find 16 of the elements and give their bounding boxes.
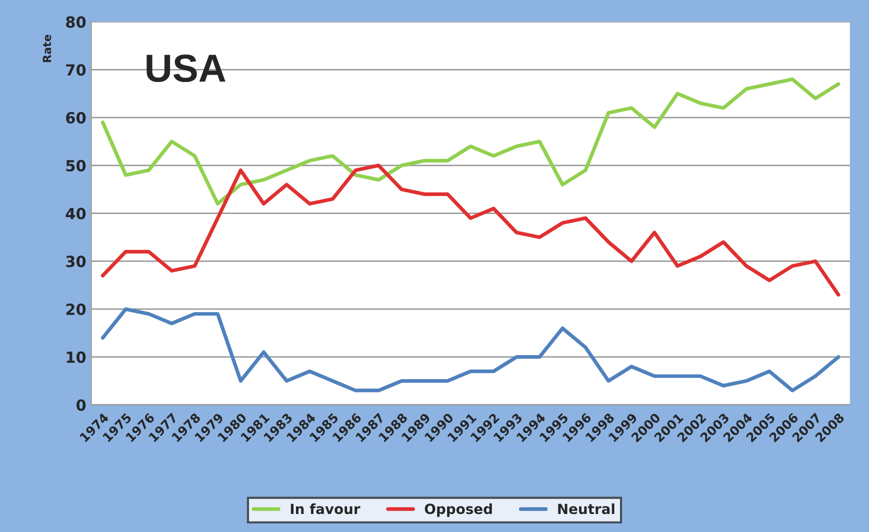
legend-label: Opposed: [424, 503, 492, 517]
y-tick-label: 80: [66, 16, 86, 28]
y-tick-label: 40: [66, 208, 86, 220]
y-tick-label: 10: [66, 351, 86, 363]
text: USA: [146, 54, 226, 82]
y-tick-label: 50: [66, 160, 86, 172]
legend-label: In favour: [290, 503, 360, 514]
line-series: [100, 164, 840, 297]
y-axis-title: Rate: [42, 34, 52, 62]
y-tick-label: 30: [66, 256, 86, 268]
legend-label: Neutral: [558, 503, 614, 514]
y-tick-label: 0: [76, 399, 86, 411]
y-tick-label: 60: [66, 112, 86, 124]
line-series: [100, 307, 840, 392]
y-tick-label: 20: [66, 304, 86, 316]
y-tick-label: 70: [66, 64, 86, 76]
